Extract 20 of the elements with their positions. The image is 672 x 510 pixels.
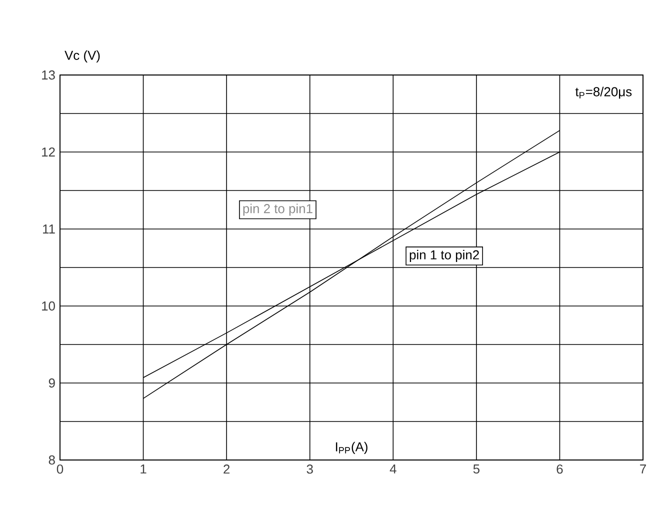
y-tick-label: 11 — [43, 224, 55, 234]
y-tick-label: 13 — [42, 70, 55, 80]
x-axis-title: I$_{PP}$(A) — [336, 442, 368, 454]
y-tick-label: 9 — [48, 378, 55, 388]
x-tick-label: 1 — [140, 464, 146, 474]
text: t$_{P}$=8/20μs — [575, 86, 632, 99]
y-tick-label: 10 — [42, 301, 55, 311]
x-tick-label: 6 — [556, 464, 563, 474]
x-tick-label: 7 — [640, 464, 646, 474]
y-axis-title: Vc (V) — [64, 50, 100, 62]
x-tick-label: 5 — [473, 464, 480, 474]
line-series — [142, 130, 560, 399]
x-tick-label: 4 — [390, 464, 396, 474]
annotation: pin 2 to pin1 — [243, 204, 312, 216]
x-tick-label: 2 — [224, 464, 230, 474]
y-tick-label: 8 — [48, 455, 55, 465]
x-tick-label: 3 — [306, 464, 313, 474]
annotation: pin 1 to pin2 — [410, 250, 479, 262]
y-tick-label: 12 — [42, 147, 55, 157]
x-tick-label: 0 — [56, 464, 64, 474]
